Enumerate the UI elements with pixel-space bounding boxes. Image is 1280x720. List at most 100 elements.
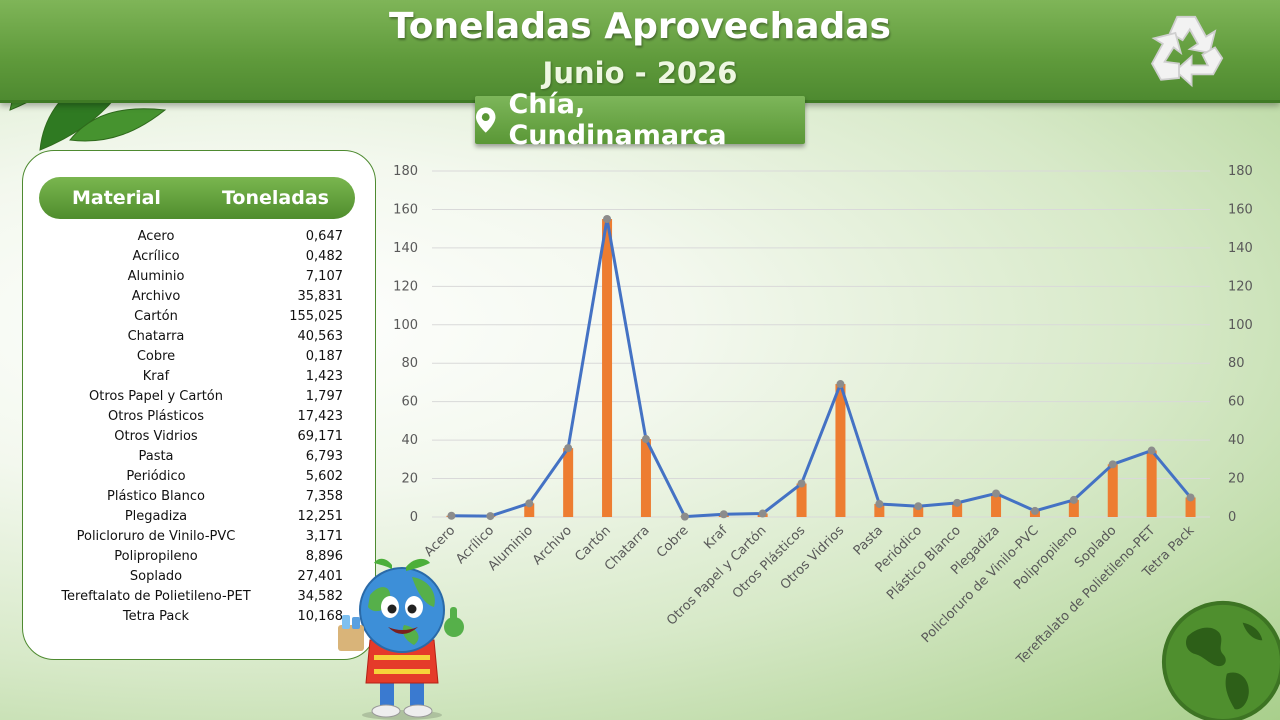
series-line [451,217,1192,519]
table-row: Polipropileno 8,896 [23,549,375,569]
y2-tick-label: 120 [1228,279,1253,294]
y2-tick-label: 80 [1228,356,1245,371]
y2-tick-label: 40 [1228,433,1245,448]
bar [563,448,574,517]
x-tick-label: Archivo [530,523,575,568]
table-row: Otros Vidrios 69,171 [23,429,375,449]
y2-tick-label: 140 [1228,241,1253,256]
material-cell: Archivo [131,289,181,304]
toneladas-cell: 12,251 [297,509,344,524]
line-point [914,502,923,511]
toneladas-cell: 10,168 [297,609,344,624]
recycle-icon [1150,15,1224,88]
line-point [1069,495,1078,504]
bar [991,493,1002,517]
y2-tick-label: 20 [1228,472,1245,487]
material-cell: Plegadiza [124,509,188,524]
line-point [447,511,456,520]
table-row: Cartón 155,025 [23,309,375,329]
table-row: Chatarra 40,563 [23,329,375,349]
material-cell: Cobre [136,349,176,364]
bar [1107,464,1118,517]
y-tick-label: 120 [393,279,418,294]
toneladas-cell: 69,171 [297,429,344,444]
y-tick-label: 40 [401,433,418,448]
globe-icon [1161,600,1280,720]
toneladas-cell: 0,647 [305,229,343,244]
toneladas-cell: 35,831 [297,289,344,304]
y-tick-label: 0 [410,510,418,525]
bar [874,503,885,517]
line-point [797,479,806,488]
line-point [758,509,767,518]
toneladas-cell: 34,582 [297,589,344,604]
material-cell: Acero [137,229,175,244]
material-cell: Otros Plásticos [107,409,205,424]
line-point [719,510,728,519]
bar [640,439,651,517]
table-row: Kraf 1,423 [23,369,375,389]
material-cell: Otros Papel y Cartón [89,389,223,404]
table-row: Acrílico 0,482 [23,249,375,269]
toneladas-cell: 1,797 [305,389,343,404]
bar [1185,497,1196,517]
y-tick-label: 60 [401,395,418,410]
column-header-toneladas: Toneladas [222,187,329,209]
location-label: Chía, Cundinamarca [508,89,727,151]
toneladas-cell: 7,358 [305,489,343,504]
table-row: Plástico Blanco 7,358 [23,489,375,509]
earth-mascot-illustration [338,558,464,720]
material-cell: Acrílico [132,249,180,264]
line-point [1030,506,1039,515]
map-pin-icon [475,107,496,133]
material-cell: Tetra Pack [122,609,190,624]
table-row: Otros Papel y Cartón 1,797 [23,389,375,409]
material-cell: Aluminio [127,269,185,284]
table-header: Material Toneladas [39,177,355,219]
table-body: Acero 0,647 Acrílico 0,482 Aluminio 7,107 Arch… [23,229,375,629]
table-row: Periódico 5,602 [23,469,375,489]
toneladas-cell: 27,401 [297,569,344,584]
material-cell: Cartón [134,309,178,324]
table-row: Tetra Pack 10,168 [23,609,375,629]
line-point [1186,493,1195,502]
column-header-material: Material [72,187,161,209]
table-row: Otros Plásticos 17,423 [23,409,375,429]
y-tick-label: 100 [393,318,418,333]
line-point [875,499,884,508]
header-banner: Toneladas Aprovechadas Junio - 2026 [0,0,1280,103]
location-badge: Chía, Cundinamarca [475,89,805,151]
table-row: Plegadiza 12,251 [23,509,375,529]
materials-table: Material Toneladas Acero 0,647 Acrílico 0,4… [22,150,376,660]
toneladas-cell: 1,423 [305,369,343,384]
bar [913,506,924,517]
line-point [486,512,495,521]
material-cell: Chatarra [127,329,185,344]
material-cell: Otros Vidrios [114,429,198,444]
toneladas-cell: 8,896 [305,549,343,564]
material-cell: Tereftalato de Polietileno-PET [61,589,251,604]
table-row: Policloruro de Vinilo-PVC 3,171 [23,529,375,549]
table-row: Tereftalato de Polietileno-PET 34,582 [23,589,375,609]
y-tick-label: 80 [401,356,418,371]
material-cell: Soplado [129,569,183,584]
toneladas-cell: 17,423 [297,409,344,424]
x-tick-label: Cobre [654,523,692,561]
material-cell: Polipropileno [114,549,198,564]
line-point [680,512,689,521]
toneladas-cell: 0,187 [305,349,343,364]
bar [602,219,613,517]
line-point [603,215,612,224]
bar [835,384,846,517]
page-subtitle: Junio - 2026 [542,56,738,90]
line-point [641,435,650,444]
table-row: Aluminio 7,107 [23,269,375,289]
bar [524,503,535,517]
material-cell: Kraf [142,369,170,384]
bar [1068,499,1079,517]
material-cell: Policloruro de Vinilo-PVC [76,529,236,544]
toneladas-cell: 7,107 [305,269,343,284]
toneladas-cell: 40,563 [297,329,344,344]
y2-tick-label: 180 [1228,164,1253,179]
toneladas-cell: 6,793 [305,449,343,464]
